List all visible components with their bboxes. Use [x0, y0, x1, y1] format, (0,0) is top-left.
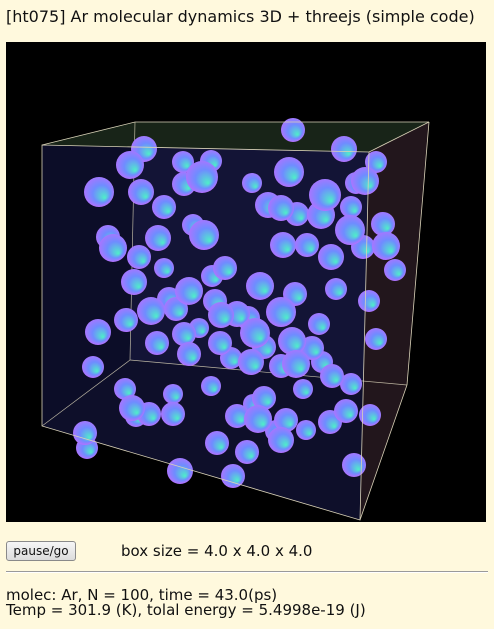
box-left-face: [42, 122, 135, 439]
argon-atom: [114, 378, 136, 400]
argon-atom: [242, 173, 262, 193]
argon-atom: [318, 244, 344, 270]
argon-atom: [268, 427, 294, 453]
argon-atom: [274, 408, 298, 432]
argon-atom: [208, 331, 232, 355]
argon-atom: [340, 196, 362, 218]
argon-atom: [281, 118, 305, 142]
molecules-layer: [73, 118, 406, 488]
controls-bar: pause/go box size = 4.0 x 4.0 x 4.0: [6, 540, 486, 562]
status-line-molecules: molec: Ar, N = 100, time = 43.0(ps): [6, 586, 278, 604]
argon-atom: [116, 151, 144, 179]
status-panel: molec: Ar, N = 100, time = 43.0(ps) Temp…: [6, 588, 366, 618]
argon-atom: [163, 384, 183, 404]
argon-atom: [334, 399, 358, 423]
argon-atom: [270, 232, 296, 258]
argon-atom: [114, 308, 138, 332]
argon-atom: [172, 151, 194, 173]
argon-atom: [340, 373, 362, 395]
argon-atom: [121, 269, 147, 295]
argon-atom: [331, 136, 357, 162]
argon-atom: [175, 277, 203, 305]
argon-atom: [82, 356, 104, 378]
argon-atom: [85, 319, 111, 345]
argon-atom: [208, 302, 234, 328]
argon-atom: [252, 386, 276, 410]
argon-atom: [335, 215, 365, 245]
argon-atom: [342, 453, 366, 477]
argon-atom: [325, 278, 347, 300]
argon-atom: [282, 350, 310, 378]
md-scene-svg: [41, 118, 430, 521]
argon-atom: [73, 421, 97, 445]
page-title: [ht075] Ar molecular dynamics 3D + three…: [6, 7, 475, 26]
argon-atom: [154, 258, 174, 278]
argon-atom: [240, 318, 270, 348]
argon-atom: [167, 458, 193, 484]
argon-atom: [99, 234, 127, 262]
argon-atom: [145, 331, 169, 355]
argon-atom: [320, 364, 344, 388]
argon-atom: [278, 327, 306, 355]
argon-atom: [189, 220, 219, 250]
argon-atom: [213, 256, 237, 280]
argon-atom: [172, 322, 196, 346]
argon-atom: [308, 313, 330, 335]
argon-atom: [372, 232, 400, 260]
argon-atom: [309, 179, 341, 211]
argon-atom: [225, 404, 249, 428]
argon-atom: [274, 157, 304, 187]
argon-atom: [358, 290, 380, 312]
argon-atom: [246, 272, 274, 300]
argon-atom: [268, 195, 294, 221]
argon-atom: [186, 161, 218, 193]
pause-go-button[interactable]: pause/go: [6, 541, 76, 561]
argon-atom: [293, 379, 313, 399]
argon-atom: [205, 431, 229, 455]
argon-atom: [244, 405, 272, 433]
argon-atom: [119, 395, 145, 421]
argon-atom: [235, 440, 259, 464]
argon-atom: [295, 233, 319, 257]
argon-atom: [152, 195, 176, 219]
argon-atom: [365, 151, 387, 173]
argon-atom: [137, 297, 165, 325]
status-line-energy: Temp = 301.9 (K), tolal energy = 5.4998e…: [6, 601, 366, 619]
argon-atom: [84, 177, 114, 207]
argon-atom: [266, 297, 296, 327]
argon-atom: [201, 376, 221, 396]
argon-atom: [384, 259, 406, 281]
argon-atom: [161, 402, 185, 426]
box-size-label: box size = 4.0 x 4.0 x 4.0: [121, 542, 313, 560]
argon-atom: [238, 349, 264, 375]
argon-atom: [177, 342, 201, 366]
argon-atom: [221, 464, 245, 488]
argon-atom: [127, 245, 151, 269]
divider: [6, 571, 488, 573]
argon-atom: [300, 336, 324, 360]
argon-atom: [351, 167, 379, 195]
argon-atom: [359, 404, 381, 426]
argon-atom: [128, 179, 154, 205]
argon-atom: [365, 328, 387, 350]
box-front-edges: [41, 121, 430, 521]
argon-atom: [296, 420, 316, 440]
argon-atom: [145, 225, 171, 251]
argon-atom: [371, 212, 395, 236]
md-3d-viewport[interactable]: [6, 42, 486, 522]
